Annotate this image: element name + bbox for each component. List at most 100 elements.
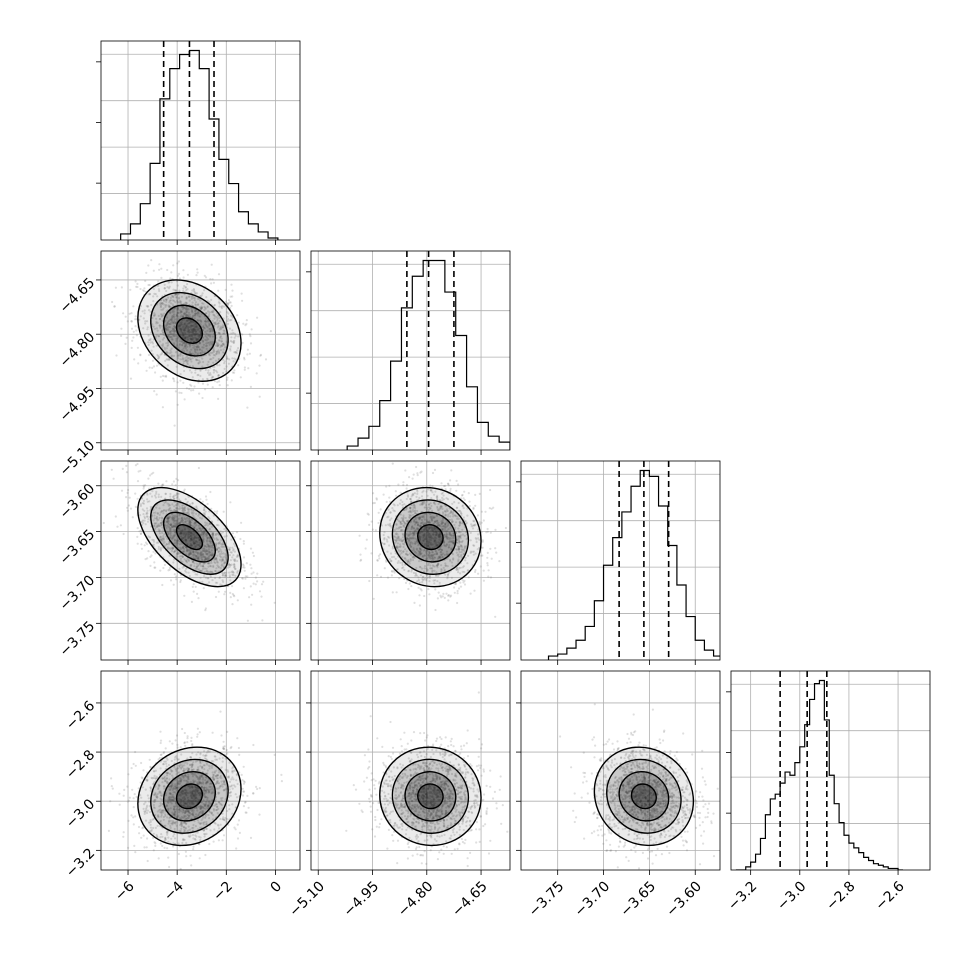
scatter-point <box>183 342 186 346</box>
scatter-point <box>201 565 205 568</box>
scatter-point <box>199 295 202 298</box>
scatter-point <box>412 558 415 562</box>
scatter-point <box>161 531 164 535</box>
scatter-point <box>149 474 152 477</box>
scatter-point <box>191 744 194 747</box>
scatter-point <box>176 519 179 522</box>
scatter-point <box>160 352 163 355</box>
scatter-point <box>438 524 441 527</box>
scatter-point <box>453 586 456 589</box>
scatter-point <box>209 564 212 568</box>
scatter-point <box>170 318 173 321</box>
scatter-point <box>166 341 170 344</box>
scatter-point <box>178 343 181 346</box>
scatter-point <box>183 507 186 510</box>
scatter-point <box>416 554 420 557</box>
scatter-point <box>217 322 220 325</box>
scatter-point <box>163 787 166 790</box>
scatter-point <box>179 321 182 325</box>
scatter-point <box>139 287 142 291</box>
scatter-point <box>435 552 438 556</box>
scatter-point <box>470 525 473 528</box>
scatter-point <box>457 545 460 548</box>
scatter-point <box>113 305 116 308</box>
scatter-point <box>179 521 182 525</box>
scatter-point <box>179 823 182 827</box>
scatter-point <box>194 334 197 337</box>
scatter-point <box>154 526 157 529</box>
scatter-point <box>166 546 169 549</box>
scatter-point <box>225 357 229 360</box>
scatter-point <box>233 357 236 360</box>
scatter-point <box>196 809 199 812</box>
scatter-point <box>202 549 205 552</box>
scatter-point <box>452 534 455 537</box>
scatter-point <box>189 551 192 554</box>
scatter-point <box>397 545 400 548</box>
scatter-point <box>149 492 152 495</box>
scatter-point <box>170 509 173 512</box>
scatter-point <box>461 528 464 531</box>
scatter-point <box>215 538 218 541</box>
scatter-point <box>193 537 196 540</box>
scatter-point <box>213 315 216 318</box>
scatter-point <box>231 289 234 292</box>
scatter-point <box>155 327 158 330</box>
scatter-point <box>130 346 133 349</box>
scatter-point <box>426 520 429 524</box>
scatter-point <box>199 805 202 808</box>
scatter-point <box>169 299 172 302</box>
scatter-point <box>411 493 414 496</box>
scatter-point <box>160 523 163 527</box>
scatter-point <box>154 496 157 499</box>
scatter-point <box>206 556 210 560</box>
scatter-point <box>408 536 412 540</box>
scatter-point <box>444 523 447 526</box>
scatter-point <box>212 361 215 364</box>
scatter-point <box>489 547 492 550</box>
scatter-point <box>166 358 169 361</box>
scatter-point <box>148 293 151 296</box>
scatter-point <box>427 562 430 565</box>
scatter-point <box>177 346 180 349</box>
scatter-point <box>197 311 200 314</box>
scatter-point <box>456 506 459 509</box>
scatter-point <box>202 790 205 794</box>
scatter-point <box>114 286 117 289</box>
scatter-point <box>413 518 416 522</box>
scatter-point <box>179 324 182 327</box>
scatter-point <box>231 532 234 535</box>
scatter-point <box>435 495 438 499</box>
scatter-point <box>194 799 197 803</box>
scatter-point <box>190 563 193 567</box>
scatter-point <box>175 509 179 513</box>
scatter-point <box>200 531 203 534</box>
pair-panel-3-0 <box>96 670 301 875</box>
scatter-point <box>180 310 183 313</box>
scatter-point <box>219 346 222 349</box>
scatter-point <box>233 563 236 566</box>
scatter-point <box>173 827 176 831</box>
scatter-point <box>191 533 194 536</box>
scatter-point <box>168 820 171 823</box>
scatter-point <box>455 506 458 509</box>
scatter-point <box>435 532 438 535</box>
scatter-point <box>178 829 181 832</box>
scatter-point <box>120 334 123 337</box>
scatter-point <box>159 802 162 805</box>
scatter-point <box>228 358 231 361</box>
scatter-point <box>186 543 189 546</box>
scatter-point <box>193 336 196 339</box>
scatter-point <box>190 531 193 535</box>
scatter-point <box>395 522 398 526</box>
scatter-point <box>209 538 212 541</box>
scatter-point <box>198 334 202 337</box>
scatter-point <box>191 561 194 564</box>
scatter-point <box>197 557 200 560</box>
scatter-point <box>176 284 179 287</box>
scatter-point <box>169 523 172 526</box>
scatter-point <box>157 541 160 544</box>
scatter-point <box>217 550 220 554</box>
scatter-point <box>186 549 189 553</box>
scatter-point <box>184 286 187 289</box>
